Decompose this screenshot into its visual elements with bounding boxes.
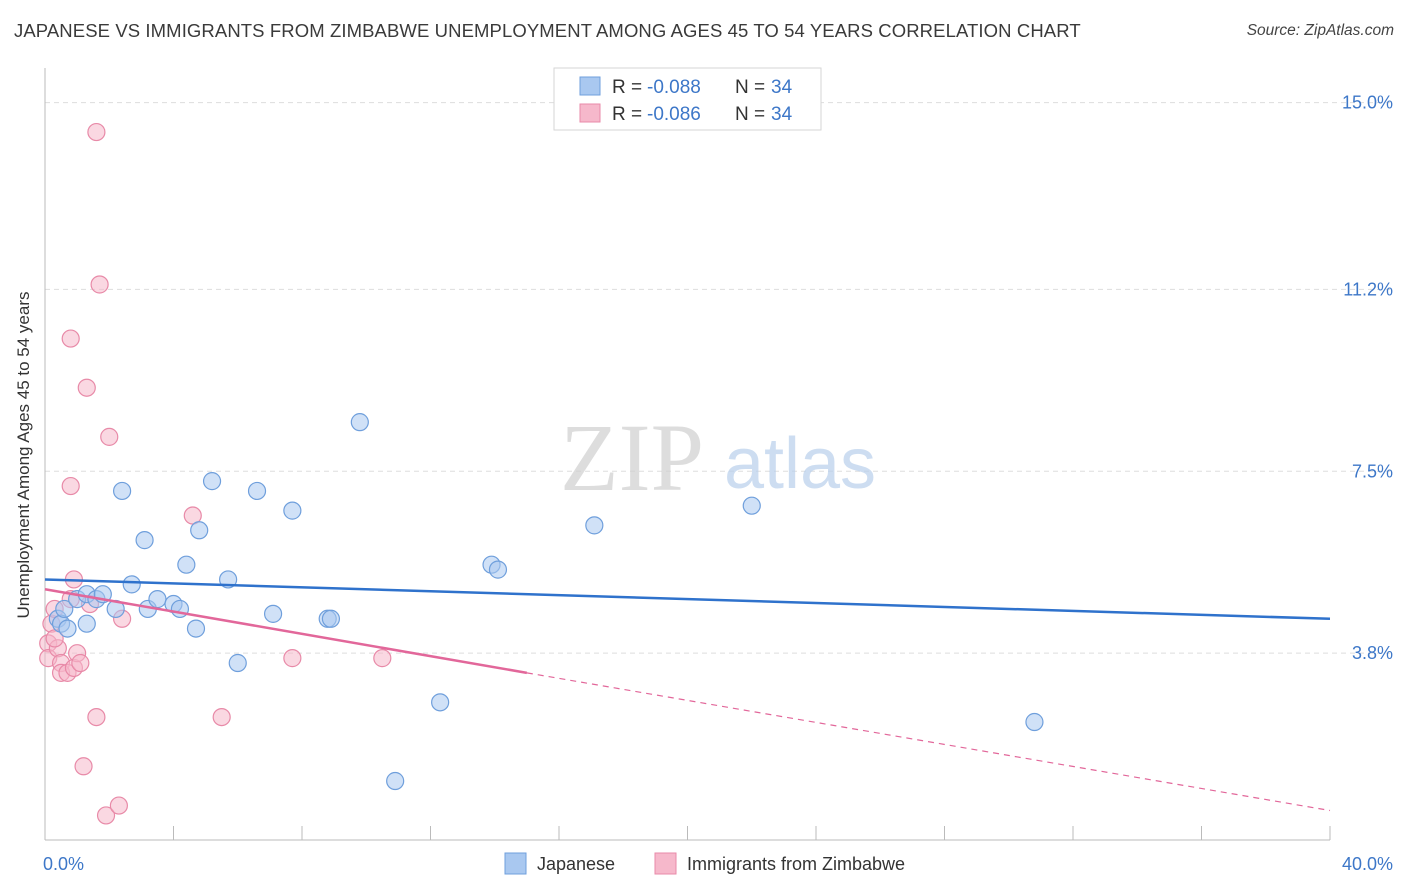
- zimbabwe-point-23: [109, 796, 128, 815]
- japanese-point-10: [112, 481, 132, 501]
- x-tick-labels: 0.0% 40.0%: [43, 854, 1393, 874]
- japanese-point-2: [55, 599, 74, 619]
- watermark-atlas: atlas: [724, 424, 876, 504]
- japanese-point-17: [177, 555, 196, 574]
- y-tick-label-1: 7.5%: [1352, 461, 1393, 481]
- axes: [44, 68, 1331, 841]
- zimbabwe-point-10: [61, 476, 80, 496]
- japanese-point-35: [1025, 712, 1044, 732]
- legend-n-label-1: N =: [735, 77, 765, 98]
- zimbabwe-point-20: [90, 275, 109, 294]
- zimbabwe-point-19: [87, 122, 106, 142]
- zimbabwe-point-15: [74, 757, 93, 776]
- japanese-point-28: [350, 413, 369, 432]
- japanese-point-25: [283, 501, 302, 520]
- legend-n-value-2: 34: [771, 104, 793, 125]
- y-tick-labels: 3.8% 7.5% 11.2% 15.0%: [1342, 93, 1393, 664]
- series-legend-label-japanese: Japanese: [537, 854, 615, 874]
- zimbabwe-point-9: [61, 329, 80, 348]
- legend-n-label-2: N =: [735, 104, 765, 125]
- series-legend-label-zimbabwe: Immigrants from Zimbabwe: [687, 854, 905, 874]
- japanese-point-5: [77, 614, 96, 633]
- chart-title: JAPANESE VS IMMIGRANTS FROM ZIMBABWE UNE…: [14, 20, 1081, 41]
- japanese-point-33: [585, 516, 604, 535]
- japanese-point-34: [742, 496, 761, 515]
- zimbabwe-trend-line: [44, 588, 528, 675]
- zimbabwe-point-28: [373, 649, 392, 668]
- x-tick-label-1: 40.0%: [1342, 854, 1393, 874]
- japanese-trend-line: [44, 578, 1331, 621]
- japanese-point-20: [202, 472, 222, 491]
- legend-n-value-1: 34: [771, 77, 793, 98]
- y-tick-label-2: 11.2%: [1343, 279, 1393, 299]
- japanese-point-14: [148, 590, 167, 609]
- japanese-point-11: [122, 575, 141, 594]
- zimbabwe-point-22: [100, 427, 119, 446]
- zimbabwe-point-16: [77, 378, 96, 397]
- japanese-point-27: [321, 609, 341, 628]
- legend-swatch-japanese: [579, 76, 601, 96]
- zimbabwe-point-14: [71, 653, 90, 673]
- japanese-point-32: [488, 560, 508, 579]
- japanese-point-19: [190, 521, 209, 540]
- japanese-point-24: [263, 604, 283, 623]
- japanese-point-12: [135, 531, 154, 550]
- legend-r-label-2: R =: [612, 104, 642, 125]
- zimbabwe-trend-extension: [526, 672, 1331, 812]
- japanese-points: [48, 413, 1044, 791]
- japanese-point-3: [58, 619, 77, 638]
- japanese-point-30: [431, 693, 450, 712]
- japanese-point-23: [247, 481, 267, 501]
- zimbabwe-point-27: [283, 649, 302, 668]
- series-legend: Japanese Immigrants from Zimbabwe: [504, 852, 905, 875]
- japanese-point-22: [228, 653, 247, 673]
- series-legend-swatch-japanese: [504, 852, 527, 875]
- legend-r-value-2: -0.086: [647, 104, 701, 125]
- trend-lines: [44, 578, 1331, 812]
- legend-swatch-zimbabwe: [579, 103, 601, 123]
- y-tick-label-0: 3.8%: [1352, 643, 1393, 663]
- watermark-zip: ZIP: [560, 404, 704, 511]
- legend-r-label-1: R =: [612, 77, 642, 98]
- legend-r-value-1: -0.088: [647, 77, 701, 98]
- zimbabwe-point-18: [87, 707, 106, 727]
- watermark: ZIP atlas: [560, 404, 876, 511]
- japanese-point-29: [386, 771, 405, 791]
- gridlines: [45, 102, 1390, 654]
- x-tick-label-0: 0.0%: [43, 854, 84, 874]
- japanese-point-18: [186, 619, 206, 638]
- y-tick-label-3: 15.0%: [1342, 93, 1393, 113]
- series-legend-swatch-zimbabwe: [654, 852, 677, 875]
- source-label: Source: ZipAtlas.com: [1246, 22, 1394, 39]
- correlation-legend: R = -0.088 N = 34 R = -0.086 N = 34: [553, 67, 822, 131]
- zimbabwe-point-21: [96, 806, 116, 825]
- zimbabwe-point-26: [212, 707, 231, 727]
